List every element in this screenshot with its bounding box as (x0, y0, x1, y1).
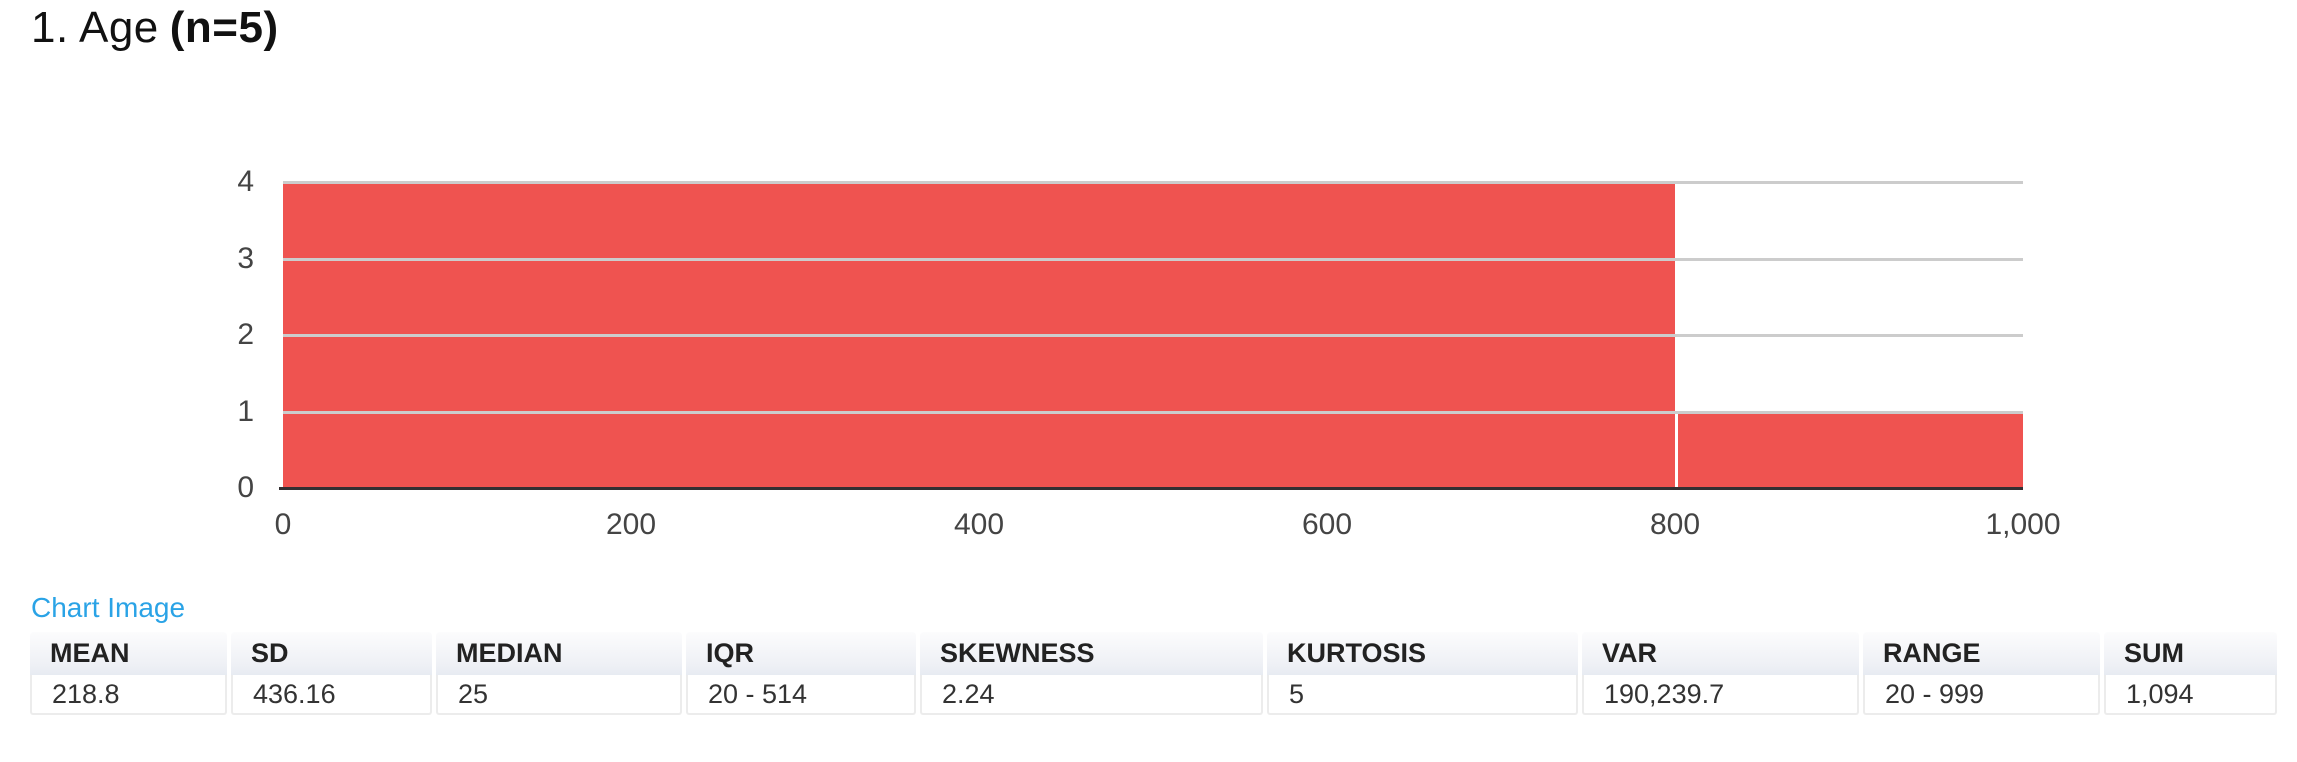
question-title: 1. Age (n=5) (31, 3, 279, 53)
y-gridline (283, 181, 2023, 184)
stats-header-cell-var: VAR (1582, 632, 1859, 675)
stats-table: MEAN SD MEDIAN IQR SKEWNESS KURTOSIS VAR RANGE S… (30, 632, 2277, 715)
stats-table-header-row: MEAN SD MEDIAN IQR SKEWNESS KURTOSIS VAR RANGE S… (30, 632, 2277, 675)
stats-header-cell-median: MEDIAN (436, 632, 682, 675)
x-axis-line (279, 487, 2023, 490)
stats-value-cell-var: 190,239.7 (1582, 675, 1859, 715)
x-axis-tick-label: 1,000 (1985, 508, 2061, 541)
question-title-text: 1. Age (31, 3, 159, 52)
x-axis-tick-label: 800 (1649, 508, 1701, 541)
y-axis-tick-label: 0 (237, 471, 254, 504)
x-axis-tick-label: 400 (953, 508, 1005, 541)
y-axis-tick-label: 2 (237, 318, 254, 351)
stats-header-cell-sum: SUM (2104, 632, 2277, 675)
histogram-bar (1678, 411, 2023, 488)
question-response-count: (n=5) (169, 3, 279, 52)
y-gridline (283, 410, 2023, 414)
stats-header-cell-range: RANGE (1863, 632, 2100, 675)
stats-header-cell-skewness: SKEWNESS (920, 632, 1263, 675)
stats-value-cell-skewness: 2.24 (920, 675, 1263, 715)
y-axis-tick-label: 4 (237, 165, 254, 198)
stats-table-value-row: 218.8 436.16 25 20 - 514 2.24 5 190,239.7 20 - … (30, 675, 2277, 715)
stats-value-cell-median: 25 (436, 675, 682, 715)
y-gridline (283, 257, 2023, 261)
x-axis-tick-label: 600 (1301, 508, 1353, 541)
stats-header-cell-iqr: IQR (686, 632, 916, 675)
stats-value-cell-sd: 436.16 (231, 675, 432, 715)
x-axis-tick-label: 0 (274, 508, 292, 541)
x-axis-tick-label: 200 (605, 508, 657, 541)
stats-value-cell-iqr: 20 - 514 (686, 675, 916, 715)
stats-value-cell-sum: 1,094 (2104, 675, 2277, 715)
stats-header-cell-sd: SD (231, 632, 432, 675)
stats-value-cell-mean: 218.8 (30, 675, 227, 715)
age-histogram-chart: 0 1 2 3 4 0 200 400 600 800 1,000 (237, 165, 2060, 541)
stats-value-cell-range: 20 - 999 (1863, 675, 2100, 715)
y-gridline (283, 334, 2023, 337)
stats-header-cell-mean: MEAN (30, 632, 227, 675)
stats-header-cell-kurtosis: KURTOSIS (1267, 632, 1578, 675)
y-axis-tick-label: 3 (237, 241, 254, 275)
stats-value-cell-kurtosis: 5 (1267, 675, 1578, 715)
chart-image-link[interactable]: Chart Image (31, 592, 186, 623)
y-axis-tick-label: 1 (237, 394, 254, 428)
